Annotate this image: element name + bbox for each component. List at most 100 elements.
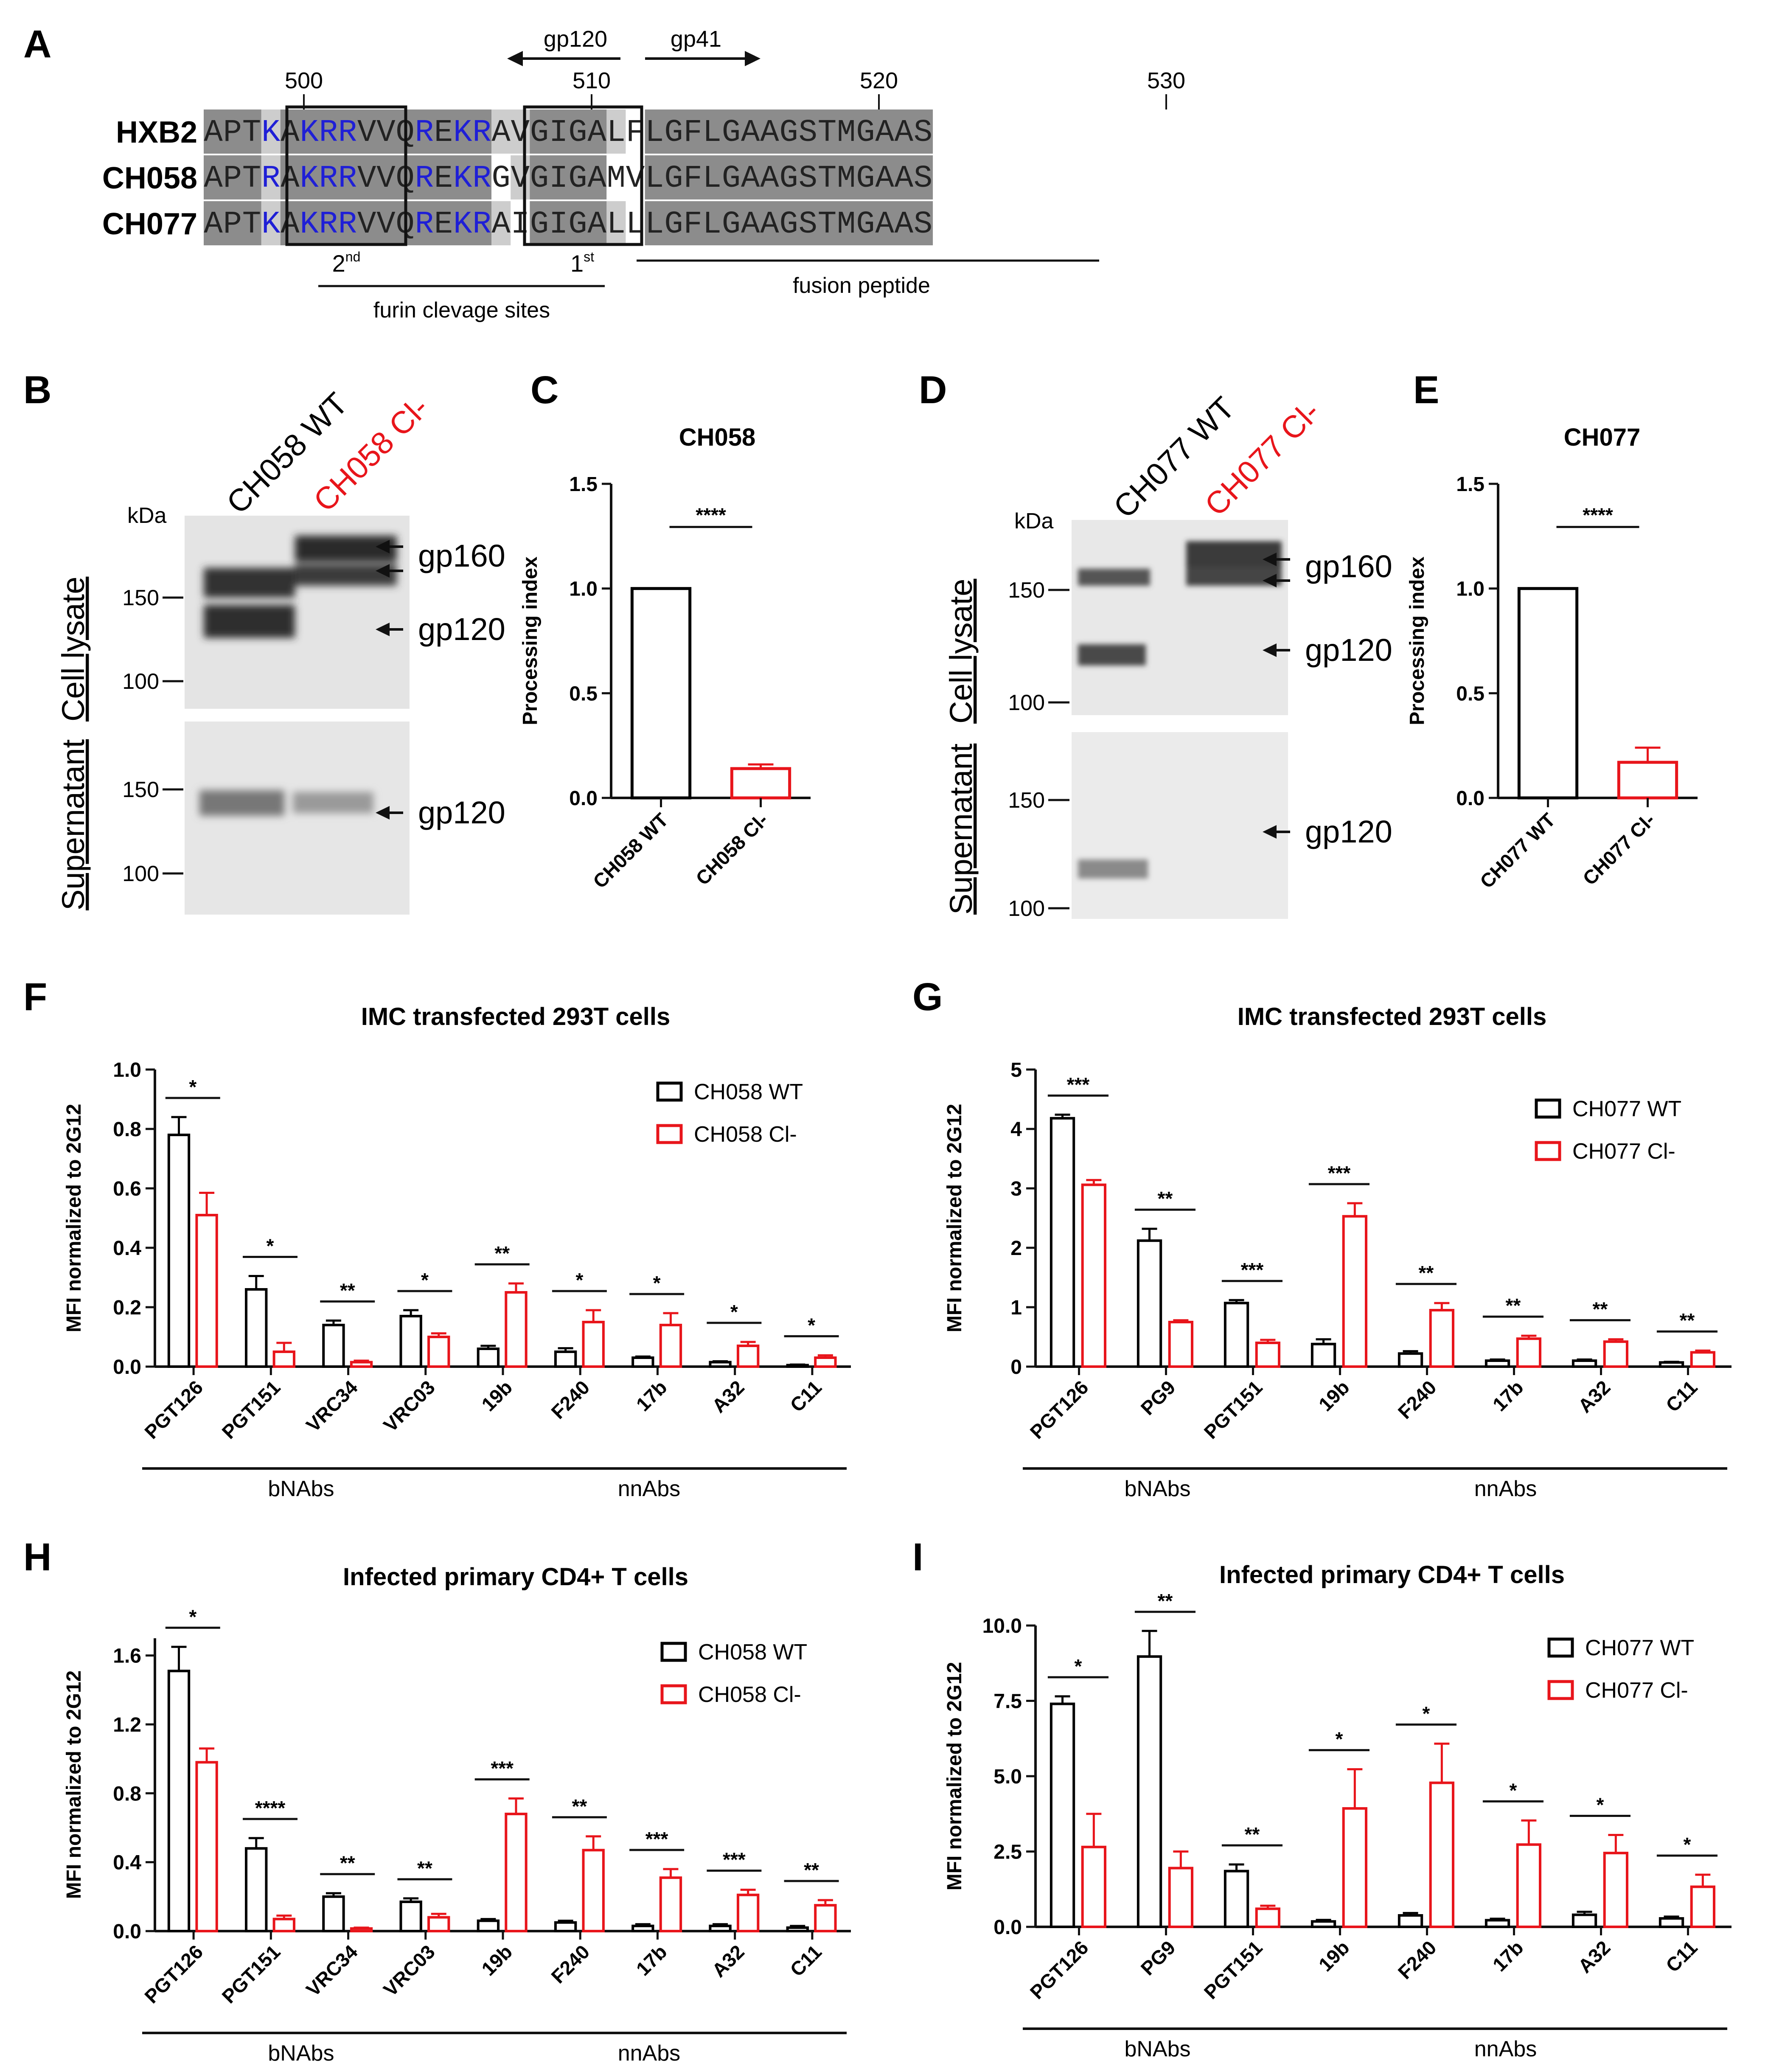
bar: [1137, 1655, 1162, 1928]
residue: M: [607, 161, 626, 197]
x-tick-label: CH077 Cl-: [1578, 809, 1659, 889]
band-gp160-cl-lower: [295, 564, 397, 586]
residue-cell: [817, 201, 837, 245]
bar: [1429, 1781, 1454, 1929]
residue: L: [645, 115, 664, 151]
gp41-arrowhead-icon: [745, 51, 761, 66]
residue-cell: [606, 155, 626, 199]
band-label-sup-gp120: gp120: [418, 795, 505, 830]
residue-cell: [242, 155, 262, 199]
residue-cell: [683, 155, 703, 199]
bar: [814, 1904, 837, 1933]
residue-cell: [491, 201, 511, 245]
arrow-left-icon: [1263, 825, 1277, 839]
residue: G: [779, 115, 798, 151]
residue-cell: [683, 201, 703, 245]
x-tick-label: C11: [1661, 1936, 1702, 1977]
bar: [659, 1324, 682, 1368]
legend-label: CH077 WT: [1585, 1636, 1694, 1660]
residue-cell: [894, 155, 914, 199]
residue: I: [549, 207, 568, 242]
y-tick-label: 5.0: [993, 1766, 1022, 1788]
x-tick-label: C11: [786, 1376, 826, 1416]
residue-cell: [319, 109, 338, 154]
significance-label: *: [189, 1076, 196, 1098]
residue-cell: [357, 109, 377, 154]
residue-cell: [204, 155, 223, 199]
residue-cell: [530, 201, 550, 245]
bar: [399, 1901, 422, 1932]
residue-cell: [434, 109, 454, 154]
residue: M: [837, 207, 856, 242]
residue: A: [875, 207, 894, 242]
legend-swatch: [660, 1684, 687, 1704]
bar: [1516, 1843, 1541, 1928]
significance-label: *: [189, 1606, 196, 1628]
bar: [1168, 1867, 1193, 1928]
section-label-cell-lysate: Cell lysate: [943, 579, 979, 724]
residue: E: [434, 115, 453, 151]
residue: S: [799, 115, 817, 151]
y-tick-label: 7.5: [993, 1690, 1022, 1713]
x-tick-label: VRC03: [379, 1376, 439, 1436]
position-label: 500: [285, 68, 323, 93]
residue: L: [607, 115, 626, 151]
chart-c: CH058 0.0 0.5 1.0 1.5 Processing index CH058 W…: [519, 424, 811, 893]
legend-swatch: [1547, 1637, 1574, 1658]
group-label: bNAbs: [1124, 2037, 1190, 2061]
panel-label-i: I: [912, 1536, 923, 1579]
significance-label: *: [1509, 1779, 1517, 1801]
residue-cell: [242, 109, 262, 154]
bar: [1398, 1352, 1423, 1368]
residue-cell: [357, 201, 377, 245]
residue-cell: [741, 109, 761, 154]
residue: S: [799, 161, 817, 197]
legend-label: CH077 WT: [1572, 1097, 1681, 1121]
significance-label: ***: [645, 1828, 668, 1850]
residue: L: [645, 161, 664, 197]
residue-cell: [798, 201, 818, 245]
residue-cell: [453, 201, 473, 245]
residue-cell: [856, 155, 876, 199]
bar: [1224, 1302, 1249, 1368]
residue: G: [779, 207, 798, 242]
residue-cell: [434, 201, 454, 245]
residue: R: [415, 207, 434, 242]
residue-cell: [664, 109, 684, 154]
residue-cell: [875, 201, 895, 245]
residue: E: [434, 161, 453, 197]
x-tick-label: 17b: [632, 1940, 671, 1980]
residue: G: [664, 161, 683, 197]
y-tick-label: 5: [1010, 1059, 1022, 1081]
bar: [814, 1356, 837, 1368]
residue: R: [415, 161, 434, 197]
group-label: nnAbs: [1474, 1477, 1537, 1501]
band-gp160-wt: [204, 568, 295, 598]
bar: [582, 1321, 605, 1368]
residue: R: [319, 207, 338, 242]
bar: [167, 1134, 191, 1368]
residue-cell: [434, 155, 454, 199]
residue: R: [319, 115, 338, 151]
fusion-peptide-caption: fusion peptide: [793, 273, 930, 298]
significance-label: **: [340, 1852, 355, 1874]
bar: [1429, 1309, 1454, 1368]
panel-label-d: D: [919, 368, 947, 412]
legend-swatch: [660, 1642, 687, 1662]
residue: P: [223, 115, 242, 151]
residue: A: [741, 207, 760, 242]
residue: K: [300, 207, 319, 242]
bar: [1485, 1359, 1510, 1368]
band-gp160-cl-upper: [295, 536, 397, 562]
residue-cell: [606, 201, 626, 245]
residue-cell: [530, 109, 550, 154]
residue-cell: [741, 155, 761, 199]
panel-label-b: B: [23, 368, 51, 412]
bar: [1659, 1361, 1684, 1368]
bar: [245, 1288, 268, 1368]
band-label-gp120: gp120: [418, 612, 505, 647]
y-tick-label: 0.0: [113, 1356, 141, 1379]
significance-label: *: [1596, 1794, 1604, 1816]
arrow-left-icon: [1263, 574, 1277, 587]
marker-label: 100: [1008, 896, 1045, 921]
